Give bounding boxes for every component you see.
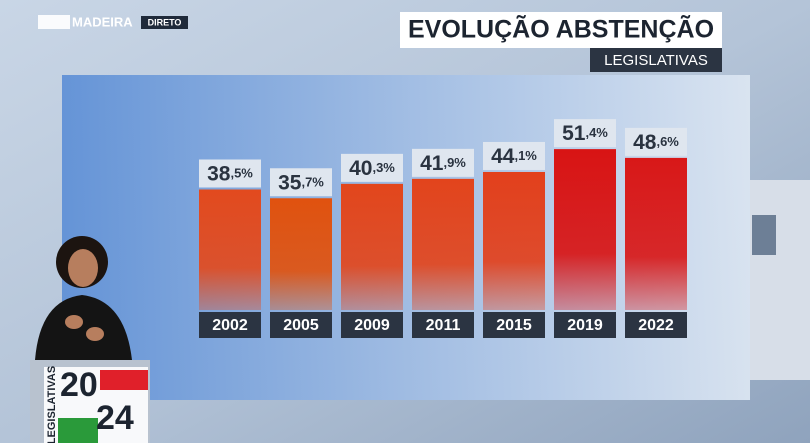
bar bbox=[483, 171, 545, 310]
value-label-box bbox=[270, 168, 332, 197]
value-label-box bbox=[341, 153, 403, 182]
logo-mark bbox=[38, 15, 70, 29]
value-label: 51,4% bbox=[562, 122, 608, 145]
interpreter-face bbox=[68, 249, 98, 287]
value-label: 35,7% bbox=[278, 171, 324, 194]
category-box bbox=[483, 312, 545, 338]
bar bbox=[270, 198, 332, 310]
value-label: 38,5% bbox=[207, 162, 253, 185]
chart-title: EVOLUÇÃO ABSTENÇÃO bbox=[408, 14, 714, 44]
subtitle-box bbox=[590, 48, 722, 72]
category-box bbox=[412, 312, 474, 338]
category-box bbox=[625, 312, 687, 338]
bar bbox=[412, 178, 474, 310]
building bbox=[750, 180, 810, 380]
badge-red bbox=[100, 370, 148, 390]
chart-subtitle: LEGISLATIVAS bbox=[604, 52, 708, 69]
window bbox=[752, 215, 776, 255]
interpreter-hand bbox=[65, 315, 83, 329]
election-label: LEGISLATIVAS bbox=[46, 366, 58, 443]
value-label-box bbox=[625, 127, 687, 156]
value-label-box bbox=[199, 159, 261, 188]
bar bbox=[341, 183, 403, 310]
badge-box bbox=[141, 16, 188, 29]
badge: DIRETO bbox=[148, 17, 182, 27]
x-tick-label: 2011 bbox=[426, 317, 461, 334]
interpreter-body bbox=[35, 295, 132, 360]
value-label: 48,6% bbox=[633, 130, 679, 153]
category-box bbox=[270, 312, 332, 338]
x-tick-label: 2019 bbox=[567, 317, 603, 334]
category-box bbox=[554, 312, 616, 338]
x-tick-label: 2002 bbox=[212, 317, 248, 334]
x-tick-label: 2009 bbox=[354, 317, 390, 334]
value-label-box bbox=[412, 148, 474, 177]
category-box bbox=[341, 312, 403, 338]
badge-green bbox=[58, 418, 98, 443]
value-label-box bbox=[554, 119, 616, 148]
value-label: 41,9% bbox=[420, 151, 466, 174]
value-label: 44,1% bbox=[491, 145, 537, 168]
value-label: 40,3% bbox=[349, 156, 395, 179]
bar bbox=[199, 189, 261, 310]
category-box bbox=[199, 312, 261, 338]
title-box bbox=[400, 12, 722, 48]
x-tick-label: 2022 bbox=[638, 317, 674, 334]
bar bbox=[554, 149, 616, 310]
logo: MADEIRA bbox=[72, 14, 133, 29]
x-tick-label: 2005 bbox=[283, 317, 319, 334]
value-label-box bbox=[483, 141, 545, 170]
year-top: 20 bbox=[60, 366, 98, 404]
x-tick-label: 2015 bbox=[496, 317, 532, 334]
year-bottom: 24 bbox=[96, 399, 134, 437]
interpreter-hand bbox=[86, 327, 104, 341]
bar bbox=[625, 157, 687, 310]
